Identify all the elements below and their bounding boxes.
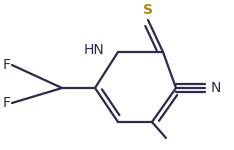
- Text: F: F: [3, 96, 11, 110]
- Text: HN: HN: [83, 43, 104, 57]
- Text: F: F: [3, 58, 11, 72]
- Text: N: N: [211, 81, 221, 95]
- Text: S: S: [143, 3, 153, 17]
